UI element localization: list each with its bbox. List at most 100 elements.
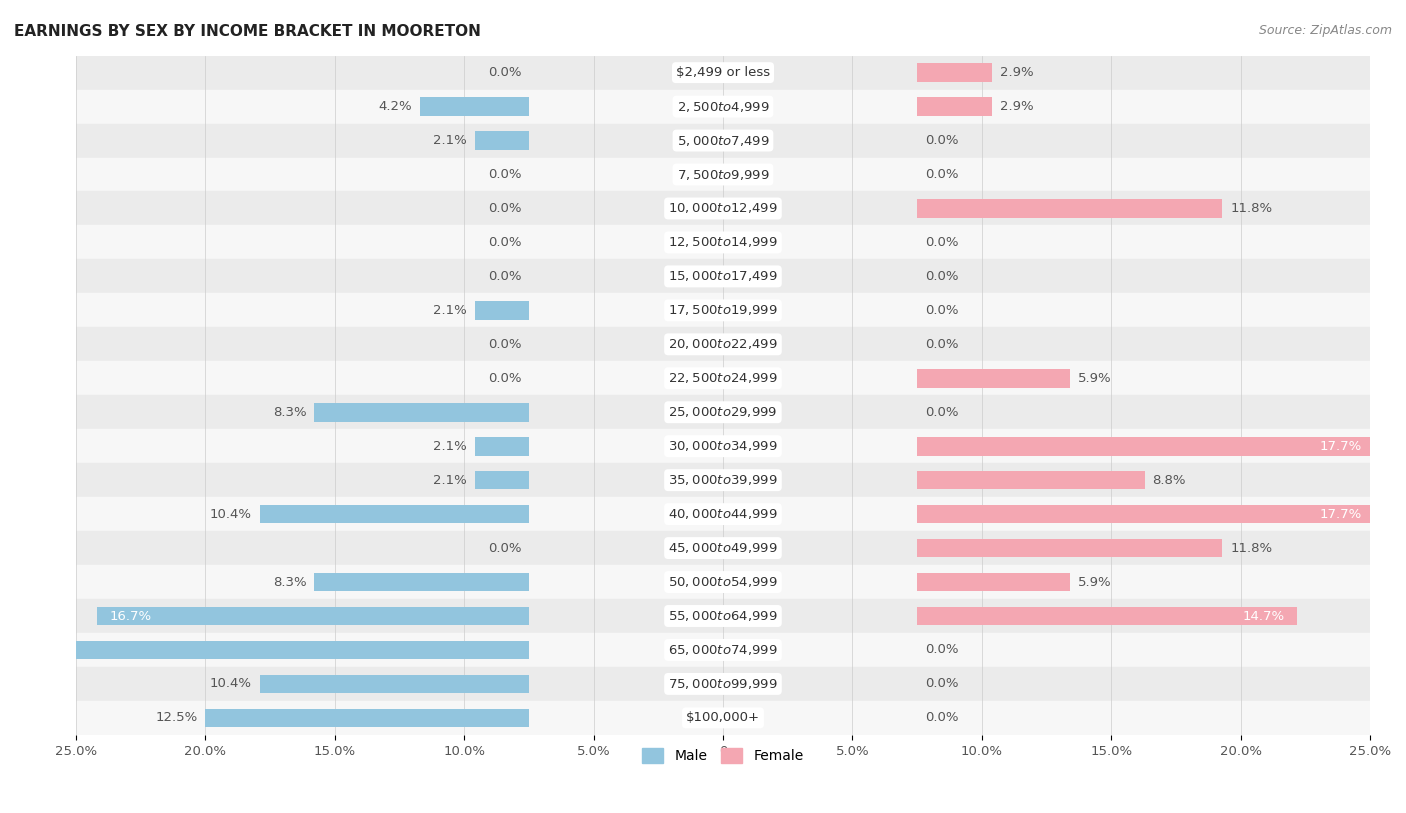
Text: $30,000 to $34,999: $30,000 to $34,999	[668, 439, 778, 453]
Text: 0.0%: 0.0%	[925, 643, 959, 656]
Text: 0.0%: 0.0%	[925, 134, 959, 147]
Text: 5.9%: 5.9%	[1077, 576, 1111, 589]
Text: $25,000 to $29,999: $25,000 to $29,999	[668, 405, 778, 420]
Bar	[917, 572, 1070, 591]
Bar	[76, 361, 1369, 395]
Text: 2.1%: 2.1%	[433, 440, 467, 453]
Bar	[76, 701, 1369, 735]
Bar	[76, 328, 1369, 361]
Text: $10,000 to $12,499: $10,000 to $12,499	[668, 202, 778, 215]
Bar	[917, 199, 1222, 218]
Text: $17,500 to $19,999: $17,500 to $19,999	[668, 303, 778, 317]
Bar	[76, 192, 1369, 225]
Text: $2,500 to $4,999: $2,500 to $4,999	[676, 99, 769, 114]
Bar	[97, 606, 529, 625]
Text: 12.5%: 12.5%	[156, 711, 198, 724]
Text: 0.0%: 0.0%	[488, 202, 522, 215]
Text: 0.0%: 0.0%	[925, 270, 959, 283]
Text: 4.2%: 4.2%	[378, 100, 412, 113]
Text: $65,000 to $74,999: $65,000 to $74,999	[668, 643, 778, 657]
Text: 0.0%: 0.0%	[925, 168, 959, 181]
Text: 2.1%: 2.1%	[433, 474, 467, 487]
Text: 2.1%: 2.1%	[433, 304, 467, 317]
Text: 10.4%: 10.4%	[209, 507, 252, 520]
Text: 0.0%: 0.0%	[488, 236, 522, 249]
Text: 16.7%: 16.7%	[110, 610, 152, 623]
Bar	[76, 55, 1369, 89]
Bar	[917, 539, 1222, 558]
Bar	[917, 471, 1144, 489]
Text: 0.0%: 0.0%	[925, 304, 959, 317]
Text: 0.0%: 0.0%	[488, 372, 522, 385]
Bar	[76, 497, 1369, 531]
Bar	[475, 131, 529, 150]
Text: 8.3%: 8.3%	[273, 576, 307, 589]
Text: 0.0%: 0.0%	[488, 270, 522, 283]
Text: 11.8%: 11.8%	[1230, 541, 1272, 554]
Text: $20,000 to $22,499: $20,000 to $22,499	[668, 337, 778, 351]
Text: $55,000 to $64,999: $55,000 to $64,999	[668, 609, 778, 623]
Text: 0.0%: 0.0%	[925, 236, 959, 249]
Bar	[917, 63, 993, 82]
Bar	[76, 531, 1369, 565]
Text: $7,500 to $9,999: $7,500 to $9,999	[676, 167, 769, 181]
Text: 11.8%: 11.8%	[1230, 202, 1272, 215]
Bar	[475, 301, 529, 320]
Bar	[205, 709, 529, 727]
Bar	[475, 471, 529, 489]
Bar	[76, 259, 1369, 293]
Text: 2.9%: 2.9%	[1000, 100, 1033, 113]
Legend: Male, Female: Male, Female	[637, 743, 808, 768]
Text: 0.0%: 0.0%	[925, 677, 959, 690]
Bar	[475, 437, 529, 455]
Text: 10.4%: 10.4%	[209, 677, 252, 690]
Text: 5.9%: 5.9%	[1077, 372, 1111, 385]
Text: 0.0%: 0.0%	[488, 338, 522, 351]
Bar	[76, 599, 1369, 633]
Text: Source: ZipAtlas.com: Source: ZipAtlas.com	[1258, 24, 1392, 37]
Bar	[76, 633, 1369, 667]
Text: 2.1%: 2.1%	[433, 134, 467, 147]
Text: $15,000 to $17,499: $15,000 to $17,499	[668, 269, 778, 284]
Text: $75,000 to $99,999: $75,000 to $99,999	[668, 677, 778, 691]
Text: $100,000+: $100,000+	[686, 711, 761, 724]
Text: $45,000 to $49,999: $45,000 to $49,999	[668, 541, 778, 555]
Bar	[314, 403, 529, 422]
Text: EARNINGS BY SEX BY INCOME BRACKET IN MOORETON: EARNINGS BY SEX BY INCOME BRACKET IN MOO…	[14, 24, 481, 39]
Bar	[260, 675, 529, 693]
Bar	[917, 369, 1070, 388]
Text: 2.9%: 2.9%	[1000, 66, 1033, 79]
Bar	[76, 158, 1369, 192]
Text: $35,000 to $39,999: $35,000 to $39,999	[668, 473, 778, 487]
Bar	[76, 463, 1369, 497]
Text: 0.0%: 0.0%	[925, 711, 959, 724]
Bar	[76, 565, 1369, 599]
Text: $40,000 to $44,999: $40,000 to $44,999	[668, 507, 778, 521]
Bar	[76, 395, 1369, 429]
Text: 8.8%: 8.8%	[1153, 474, 1187, 487]
Text: 14.7%: 14.7%	[1243, 610, 1285, 623]
Bar	[76, 667, 1369, 701]
Text: 0.0%: 0.0%	[488, 168, 522, 181]
Text: 0.0%: 0.0%	[488, 541, 522, 554]
Bar	[917, 437, 1375, 455]
Text: 17.7%: 17.7%	[1320, 507, 1362, 520]
Text: $50,000 to $54,999: $50,000 to $54,999	[668, 575, 778, 589]
Bar	[76, 225, 1369, 259]
Text: 0.0%: 0.0%	[925, 406, 959, 419]
Text: 0.0%: 0.0%	[488, 66, 522, 79]
Bar	[314, 572, 529, 591]
Bar	[76, 89, 1369, 124]
Text: $12,500 to $14,999: $12,500 to $14,999	[668, 236, 778, 250]
Bar	[420, 98, 529, 116]
Text: 17.7%: 17.7%	[1320, 440, 1362, 453]
Bar	[76, 293, 1369, 328]
Bar	[76, 429, 1369, 463]
Bar	[0, 641, 529, 659]
Text: 0.0%: 0.0%	[925, 338, 959, 351]
Text: $2,499 or less: $2,499 or less	[676, 66, 770, 79]
Text: $22,500 to $24,999: $22,500 to $24,999	[668, 372, 778, 385]
Bar	[260, 505, 529, 524]
Text: 20.8%: 20.8%	[4, 643, 45, 656]
Text: $5,000 to $7,499: $5,000 to $7,499	[676, 133, 769, 147]
